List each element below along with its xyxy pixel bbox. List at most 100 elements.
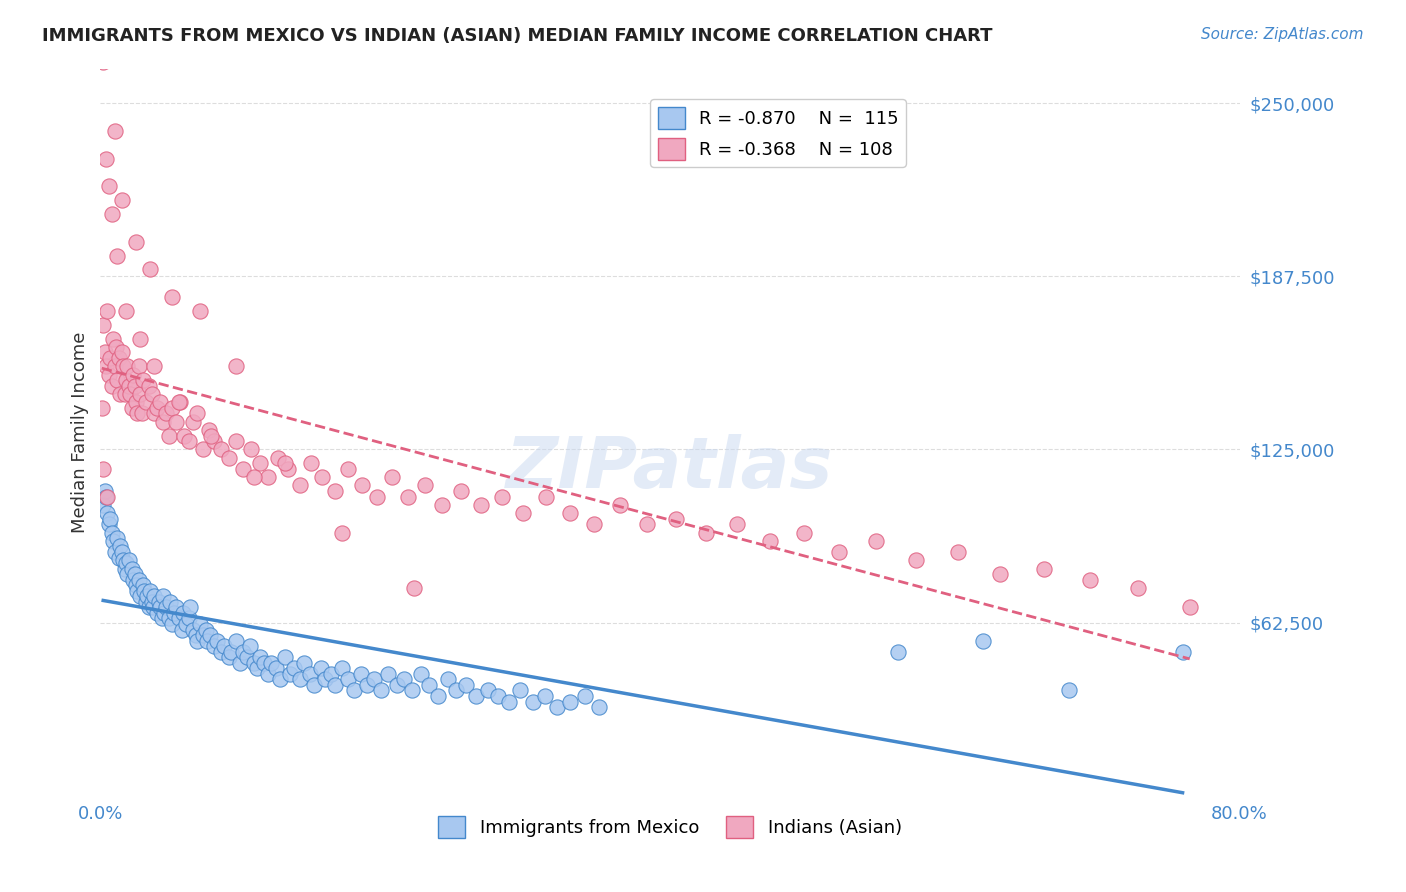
Point xyxy=(202,639,225,653)
Point xyxy=(392,673,415,687)
Point xyxy=(93,345,115,359)
Point xyxy=(181,415,204,429)
Point xyxy=(498,695,520,709)
Point xyxy=(267,450,290,465)
Legend: R = -0.870    N =  115, R = -0.368    N = 108: R = -0.870 N = 115, R = -0.368 N = 108 xyxy=(651,99,905,167)
Point xyxy=(157,428,180,442)
Point xyxy=(129,589,152,603)
Point xyxy=(229,656,252,670)
Point xyxy=(446,683,468,698)
Point xyxy=(142,600,165,615)
Point xyxy=(665,512,688,526)
Point xyxy=(1171,645,1194,659)
Point xyxy=(114,561,136,575)
Point xyxy=(110,387,132,401)
Point xyxy=(413,478,436,492)
Point xyxy=(184,628,207,642)
Point xyxy=(198,628,221,642)
Point xyxy=(583,517,606,532)
Point xyxy=(111,545,134,559)
Point xyxy=(128,573,150,587)
Point xyxy=(112,553,135,567)
Point xyxy=(465,689,488,703)
Point xyxy=(292,656,315,670)
Point xyxy=(430,498,453,512)
Point xyxy=(129,332,152,346)
Point xyxy=(209,645,232,659)
Point xyxy=(343,683,366,698)
Point xyxy=(100,525,122,540)
Y-axis label: Median Family Income: Median Family Income xyxy=(72,332,89,533)
Point xyxy=(117,567,139,582)
Point xyxy=(94,490,117,504)
Point xyxy=(160,617,183,632)
Point xyxy=(218,650,240,665)
Point xyxy=(149,600,172,615)
Point xyxy=(363,673,385,687)
Point xyxy=(450,483,472,498)
Point xyxy=(246,661,269,675)
Point xyxy=(96,304,118,318)
Point xyxy=(100,378,122,392)
Point xyxy=(828,545,851,559)
Point xyxy=(104,124,127,138)
Point xyxy=(141,387,163,401)
Point xyxy=(491,490,513,504)
Point xyxy=(946,545,969,559)
Point xyxy=(232,645,254,659)
Point xyxy=(91,498,114,512)
Point xyxy=(221,645,243,659)
Point xyxy=(311,470,333,484)
Point xyxy=(509,683,531,698)
Point xyxy=(105,340,128,354)
Point xyxy=(332,525,354,540)
Point xyxy=(1033,561,1056,575)
Point xyxy=(356,678,378,692)
Point xyxy=(249,650,271,665)
Point xyxy=(350,666,373,681)
Point xyxy=(218,450,240,465)
Point xyxy=(132,578,155,592)
Point xyxy=(104,359,127,374)
Point xyxy=(91,54,114,69)
Point xyxy=(436,673,458,687)
Point xyxy=(139,262,162,277)
Point xyxy=(240,442,263,457)
Point xyxy=(143,589,166,603)
Point xyxy=(725,517,748,532)
Point xyxy=(167,395,190,409)
Point xyxy=(150,611,173,625)
Point xyxy=(172,606,194,620)
Point xyxy=(197,423,219,437)
Point xyxy=(115,373,138,387)
Point xyxy=(212,639,235,653)
Point xyxy=(385,678,408,692)
Point xyxy=(486,689,509,703)
Point xyxy=(299,456,322,470)
Point xyxy=(181,623,204,637)
Point xyxy=(125,235,148,249)
Point xyxy=(260,656,283,670)
Point xyxy=(225,359,247,374)
Point xyxy=(546,700,568,714)
Point xyxy=(153,606,176,620)
Point xyxy=(115,304,138,318)
Point xyxy=(366,490,388,504)
Point xyxy=(278,666,301,681)
Point xyxy=(243,656,266,670)
Point xyxy=(174,617,197,632)
Point xyxy=(135,595,157,609)
Point xyxy=(337,673,360,687)
Point xyxy=(131,406,153,420)
Point xyxy=(170,623,193,637)
Point xyxy=(146,401,169,415)
Point xyxy=(191,628,214,642)
Point xyxy=(302,678,325,692)
Point xyxy=(418,678,440,692)
Point xyxy=(865,533,887,548)
Point xyxy=(169,395,191,409)
Point xyxy=(239,639,262,653)
Point xyxy=(115,556,138,570)
Point xyxy=(533,689,555,703)
Point xyxy=(110,540,132,554)
